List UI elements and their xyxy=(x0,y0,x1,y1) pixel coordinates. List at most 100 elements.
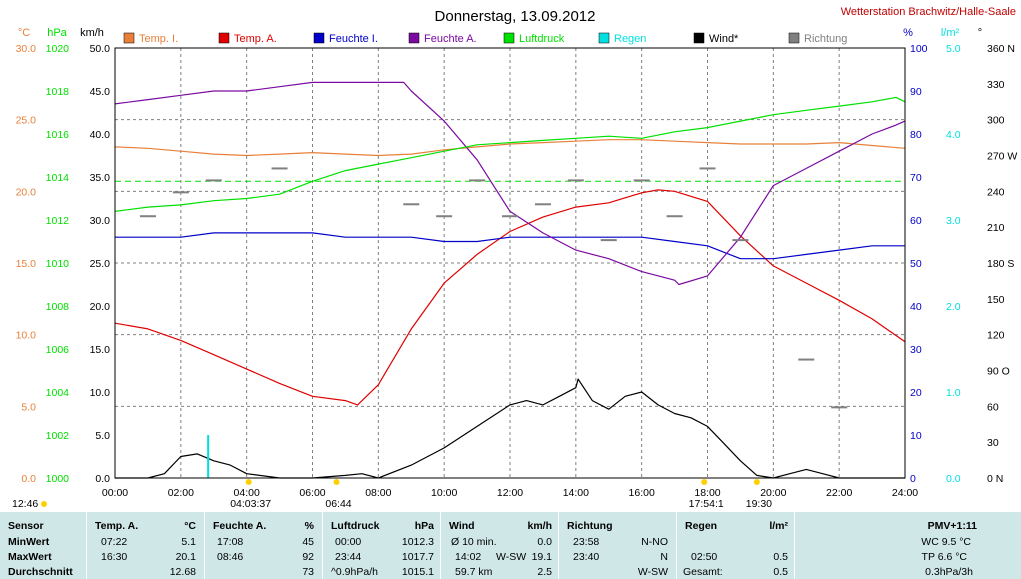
x-tick-label: 24:00 xyxy=(892,487,918,499)
temp-tick-label: 10.0 xyxy=(16,330,37,342)
dir-tick-label: 360 N xyxy=(987,43,1015,55)
richtung-header: Richtung xyxy=(567,520,613,532)
dir-tick-label: 120 xyxy=(987,330,1005,342)
series-luftdruck xyxy=(114,96,906,212)
temp-tick-label: 15.0 xyxy=(16,258,37,270)
legend-label: Feuchte A. xyxy=(424,33,477,45)
lm2-tick-label: 1.0 xyxy=(946,387,961,399)
feuchtea-avg-val: 73 xyxy=(302,566,314,578)
dir-tick-label: 330 xyxy=(987,79,1005,91)
col-regen: Regen l/m² 02:50 0.5 Gesamt: 0.5 xyxy=(677,512,795,579)
moonrise-icon xyxy=(245,479,252,485)
pmv-header: PMV+1:11 xyxy=(927,520,977,532)
x-tick-label: 22:00 xyxy=(826,487,852,499)
deg-unit-label: ° xyxy=(978,27,982,39)
lm2-tick-label: 5.0 xyxy=(946,43,961,55)
hpa-tick-label: 1002 xyxy=(46,430,70,442)
tempa-min-time: 07:22 xyxy=(101,536,128,548)
direction-mark xyxy=(172,191,189,194)
col-luftdruck: Luftdruck hPa 00:00 1012.3 23:44 1017.7 … xyxy=(323,512,441,579)
pct-tick-label: 10 xyxy=(910,430,922,442)
x-tick-label: 18:00 xyxy=(694,487,720,499)
grid xyxy=(115,48,905,478)
pmv-min-val: WC 9.5 °C xyxy=(921,536,971,548)
richtung-avg-val: W-SW xyxy=(637,566,668,578)
pct-tick-label: 30 xyxy=(910,344,922,356)
temp-tick-label: 5.0 xyxy=(21,401,36,413)
dir-tick-label: 180 S xyxy=(987,258,1014,270)
x-tick-label: 12:00 xyxy=(497,487,523,499)
direction-mark xyxy=(403,203,420,206)
legend-label: Feuchte I. xyxy=(329,33,378,45)
hpa-tick-label: 1018 xyxy=(46,86,70,98)
legend-swatch xyxy=(408,32,420,44)
direction-mark xyxy=(633,179,650,182)
sun-moon-markers: 06:44 19:30 04:03:37 17:54:1 12:46 xyxy=(12,479,772,510)
pct-tick-label: 100 xyxy=(910,43,928,55)
x-tick-label: 10:00 xyxy=(431,487,457,499)
luftdruck-avg-val: 1015.1 xyxy=(401,566,434,578)
legend-label: Richtung xyxy=(804,33,847,45)
plot-frame xyxy=(114,47,906,479)
dir-tick-label: 90 O xyxy=(987,366,1010,378)
legend-swatch xyxy=(598,32,610,44)
legend-label: Luftdruck xyxy=(519,33,565,45)
moonrise-label: 04:03:37 xyxy=(230,498,271,510)
direction-mark xyxy=(831,406,848,409)
col-richtung: Richtung 23:58 N-NO 23:40 N W-SW xyxy=(559,512,677,579)
moon-icon xyxy=(41,501,47,507)
dir-tick-label: 270 W xyxy=(987,151,1017,163)
pct-tick-label: 70 xyxy=(910,172,922,184)
regen-avg-label: Gesamt: xyxy=(683,566,723,578)
lm2-unit-label: l/m² xyxy=(941,27,960,39)
luftdruck-min-val: 1012.3 xyxy=(401,536,434,548)
kmh-tick-label: 40.0 xyxy=(90,129,111,141)
pct-tick-label: 0 xyxy=(910,473,916,485)
legend-label: Regen xyxy=(614,33,646,45)
kmh-unit-label: km/h xyxy=(80,27,104,39)
dir-tick-label: 60 xyxy=(987,401,999,413)
pct-tick-label: 40 xyxy=(910,301,922,313)
col-sensor: Sensor MinWert MaxWert Durchschnitt xyxy=(0,512,87,579)
direction-mark xyxy=(436,215,453,218)
kmh-tick-label: 15.0 xyxy=(90,344,111,356)
axis-units: °C hPa km/h% l/m² ° xyxy=(18,27,982,39)
direction-mark xyxy=(798,358,815,361)
kmh-tick-label: 5.0 xyxy=(95,430,110,442)
luftdruck-header: Luftdruck xyxy=(331,520,380,532)
series-feuchte-i xyxy=(115,232,905,260)
feuchtea-unit: % xyxy=(304,520,314,532)
moonset-label: 17:54:1 xyxy=(689,498,724,510)
regen-avg-val: 0.5 xyxy=(773,566,788,578)
wind-max-dir: W-SW xyxy=(496,551,527,563)
wind-header: Wind xyxy=(449,520,475,532)
luftdruck-avg-label: ^0.9hPa/h xyxy=(331,566,378,578)
pct-tick-label: 50 xyxy=(910,258,922,270)
pct-tick-label: 90 xyxy=(910,86,922,98)
sunrise-icon xyxy=(333,479,340,485)
feuchtea-header: Feuchte A. xyxy=(213,520,267,532)
wind-unit: km/h xyxy=(527,520,552,532)
kmh-tick-label: 0.0 xyxy=(95,473,110,485)
kmh-tick-label: 10.0 xyxy=(90,387,111,399)
direction-mark xyxy=(699,167,716,170)
richtung-min-time: 23:58 xyxy=(573,536,600,548)
direction-mark xyxy=(567,179,584,182)
kmh-tick-label: 45.0 xyxy=(90,86,111,98)
legend-swatch xyxy=(693,32,705,44)
feuchtea-min-val: 45 xyxy=(302,536,314,548)
pct-tick-label: 80 xyxy=(910,129,922,141)
col-feuchte-a: Feuchte A. % 17:08 45 08:46 92 73 xyxy=(205,512,323,579)
series-feuchte-a xyxy=(114,81,906,286)
tempa-max-val: 20.1 xyxy=(175,551,196,563)
kmh-tick-label: 50.0 xyxy=(90,43,111,55)
hpa-tick-label: 1016 xyxy=(46,129,70,141)
legend-swatch xyxy=(503,32,515,44)
stats-table: Sensor MinWert MaxWert Durchschnitt Temp… xyxy=(0,512,1021,579)
regen-header: Regen xyxy=(685,520,718,532)
avg-label: Durchschnitt xyxy=(8,566,73,578)
chart-title: Donnerstag, 13.09.2012 xyxy=(435,8,596,25)
axis-ticks: 30.025.020.015.010.05.00.010201018101610… xyxy=(16,43,1018,499)
tempa-header: Temp. A. xyxy=(95,520,139,532)
hpa-tick-label: 1000 xyxy=(46,473,70,485)
